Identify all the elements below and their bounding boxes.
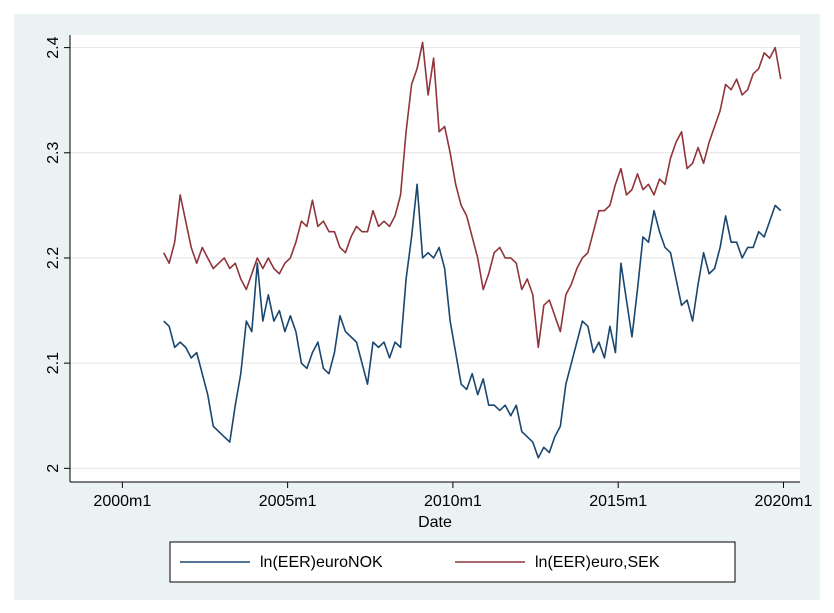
- y-tick-label: 2.2: [45, 247, 62, 269]
- legend: [169, 541, 736, 583]
- y-tick-label: 2.3: [45, 142, 62, 164]
- x-tick-label: 2005m1: [259, 493, 317, 510]
- legend-label: ln(EER)euroNOK: [260, 554, 383, 571]
- plot-area: [70, 35, 800, 482]
- x-tick-label: 2010m1: [424, 493, 482, 510]
- x-tick-label: 2015m1: [589, 493, 647, 510]
- x-axis-title: Date: [418, 514, 452, 531]
- line-series: [163, 183, 782, 459]
- y-tick-label: 2.1: [45, 352, 62, 374]
- y-tick-label: 2.4: [45, 36, 62, 58]
- legend-label: ln(EER)euro,SEK: [535, 554, 660, 571]
- y-tick-label: 2: [45, 464, 62, 473]
- line-series: [162, 41, 782, 349]
- x-tick-label: 2000m1: [93, 493, 151, 510]
- x-tick-label: 2020m1: [755, 493, 813, 510]
